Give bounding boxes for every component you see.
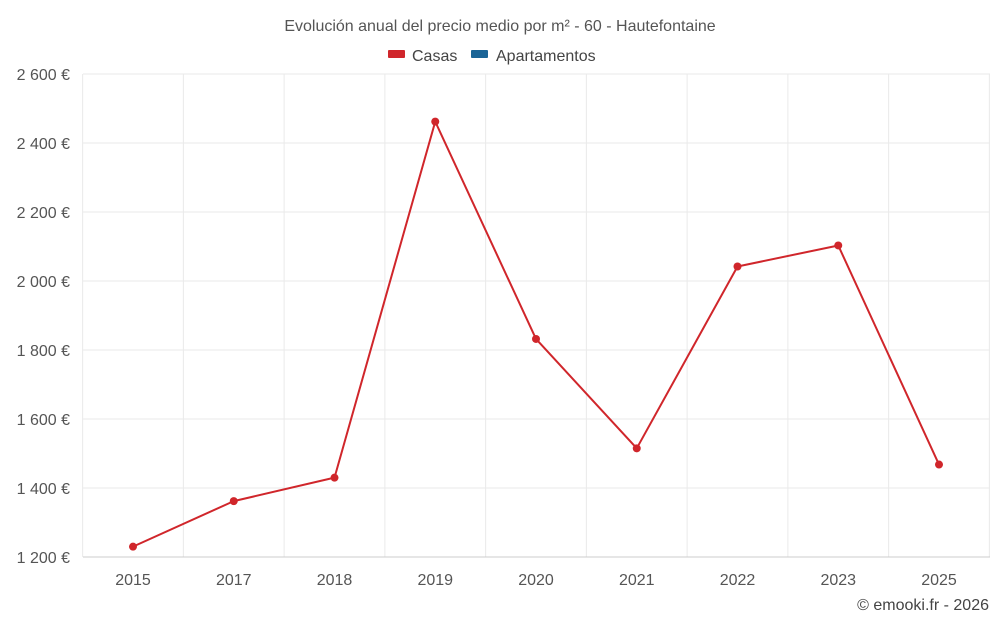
y-axis-ticks: 1 200 € 1 400 € 1 600 € 1 800 € 2 000 € 2 200… [17, 67, 70, 567]
x-tick-label: 2019 [417, 572, 453, 589]
y-tick-label: 1 800 € [17, 343, 70, 360]
legend-item-casas[interactable]: Casas [388, 48, 457, 65]
x-tick-label: 2015 [115, 572, 151, 589]
series-line [132, 120, 940, 548]
data-point[interactable] [632, 444, 641, 453]
x-tick-label: 2018 [317, 572, 353, 589]
x-tick-label: 2020 [518, 572, 554, 589]
data-point[interactable] [733, 262, 742, 271]
x-tick-label: 2022 [720, 572, 756, 589]
legend-swatch-casas [388, 50, 405, 58]
data-point[interactable] [532, 334, 540, 343]
x-tick-label: 2017 [216, 572, 252, 589]
data-point[interactable] [834, 241, 843, 250]
data-point[interactable] [935, 460, 943, 469]
data-point[interactable] [129, 542, 137, 551]
y-tick-label: 1 400 € [17, 481, 70, 498]
y-tick-label: 2 200 € [17, 205, 70, 222]
x-axis-ticks: 2015 2017 2018 2019 2020 2021 2022 2023 2025 [115, 572, 957, 589]
y-tick-label: 1 600 € [17, 412, 70, 429]
legend-swatch-apartamentos [471, 50, 488, 58]
gridlines [82, 73, 990, 557]
series-casas [129, 117, 943, 551]
x-tick-label: 2021 [619, 572, 655, 589]
data-point[interactable] [229, 497, 238, 506]
x-tick-label: 2023 [820, 572, 856, 589]
legend-label-casas: Casas [412, 48, 457, 65]
legend: Casas Apartamentos [388, 48, 596, 65]
y-tick-label: 1 200 € [17, 550, 70, 567]
y-tick-label: 2 000 € [17, 274, 70, 291]
legend-item-apartamentos[interactable]: Apartamentos [471, 48, 596, 65]
x-tick-label: 2025 [921, 572, 957, 589]
credit-text: © emooki.fr - 2026 [857, 597, 989, 614]
legend-label-apartamentos: Apartamentos [496, 48, 596, 65]
y-tick-label: 2 400 € [17, 136, 70, 153]
data-point[interactable] [431, 117, 440, 126]
data-point[interactable] [330, 473, 339, 482]
y-tick-label: 2 600 € [17, 67, 70, 84]
chart-title: Evolución anual del precio medio por m² … [284, 18, 715, 35]
